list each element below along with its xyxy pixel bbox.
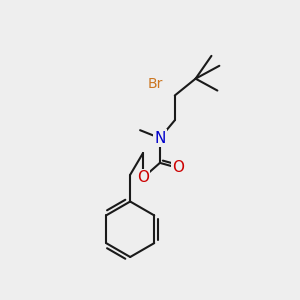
Text: Br: Br <box>147 76 163 91</box>
Text: N: N <box>154 130 166 146</box>
Text: O: O <box>172 160 184 175</box>
Text: O: O <box>137 170 149 185</box>
